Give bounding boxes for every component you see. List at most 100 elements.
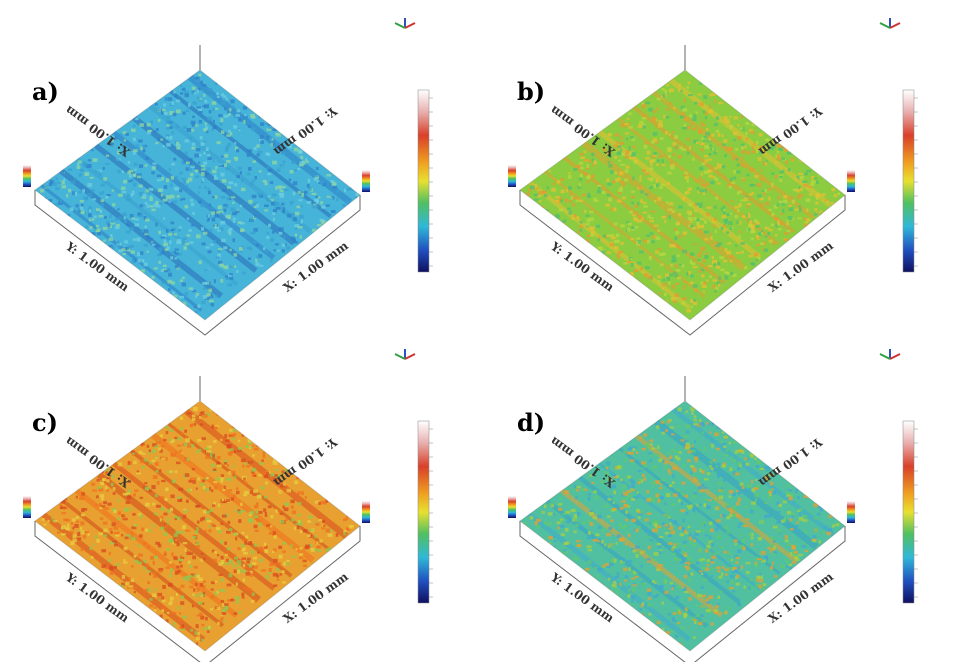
surface-speckle	[651, 155, 656, 159]
surface-speckle	[573, 519, 578, 522]
surface-speckle	[173, 90, 176, 94]
surface-speckle	[234, 183, 238, 187]
surface-speckle	[84, 531, 90, 534]
surface-speckle	[150, 237, 154, 242]
surface-speckle	[688, 93, 693, 97]
surface-speckle	[248, 199, 253, 204]
surface-speckle	[273, 534, 277, 539]
surface-speckle	[578, 152, 584, 156]
surface-speckle	[728, 513, 733, 517]
surface-speckle	[693, 423, 698, 426]
surface-speckle	[268, 531, 273, 535]
surface-stripe	[112, 461, 276, 591]
surface-speckle	[704, 238, 709, 241]
surface-speckle	[693, 539, 697, 543]
surface-speckle	[757, 536, 763, 541]
surface-speckle	[698, 549, 702, 552]
surface-speckle	[659, 186, 663, 189]
surface-speckle	[656, 543, 661, 547]
surface-speckle	[798, 553, 803, 557]
surface-speckle	[238, 129, 241, 132]
surface-panel: d)Y: 1.00 mm X: 1.00 mmX: 1.00 mm Y: 1.00 …	[508, 349, 918, 662]
surface-speckle	[713, 505, 717, 509]
surface-speckle	[216, 606, 221, 611]
surface-speckle	[533, 193, 539, 197]
surface-speckle	[282, 185, 286, 189]
surface-speckle	[601, 528, 606, 533]
surface-speckle	[802, 519, 808, 522]
surface-speckle	[117, 511, 121, 515]
surface-speckle	[229, 265, 235, 269]
surface-speckle	[770, 550, 773, 553]
surface-speckle	[166, 548, 170, 551]
surface-speckle	[252, 444, 255, 448]
surface-speckle	[548, 542, 552, 545]
surface-speckle	[100, 481, 105, 486]
surface-speckle	[256, 519, 261, 523]
surface-speckle	[168, 168, 172, 172]
surface-speckle	[715, 244, 720, 248]
surface-speckle	[645, 157, 650, 160]
surface-speckle	[229, 448, 234, 451]
surface-speckle	[221, 101, 226, 105]
surface-speckle	[196, 587, 200, 592]
surface-speckle	[212, 468, 217, 471]
surface-speckle	[739, 565, 744, 569]
surface-speckle	[620, 136, 623, 140]
surface-speckle	[741, 215, 747, 218]
surface-speckle	[177, 436, 181, 441]
surface-speckle	[55, 187, 60, 191]
surface-speckle	[169, 136, 173, 140]
surface-speckle	[767, 231, 771, 236]
surface-speckle	[211, 101, 217, 105]
surface-speckle	[204, 99, 208, 104]
surface-speckle	[189, 552, 194, 555]
surface-speckle	[112, 135, 115, 139]
surface-speckle	[662, 94, 666, 98]
surface-speckle	[797, 217, 802, 220]
surface-speckle	[258, 546, 264, 550]
surface-speckle	[201, 638, 204, 642]
surface-speckle	[685, 430, 690, 434]
surface-speckle	[138, 450, 143, 455]
surface-panel: b)Y: 1.00 mm X: 1.00 mmX: 1.00 mm Y: 1.00 …	[508, 18, 918, 336]
surface-speckle	[192, 306, 198, 309]
surface-speckle	[751, 488, 756, 493]
surface-speckle	[665, 130, 669, 135]
base-frame	[34, 521, 361, 662]
surface-speckle	[216, 455, 221, 460]
surface-speckle	[639, 177, 642, 182]
surface-speckle	[155, 541, 160, 545]
surface-speckle	[127, 461, 131, 465]
surface-speckle	[770, 548, 776, 551]
surface-speckle	[236, 270, 239, 274]
surface-speckle	[289, 140, 294, 145]
surface-speckle	[295, 211, 300, 216]
surface-speckle	[663, 578, 667, 583]
surface-speckle	[628, 451, 634, 455]
surface-speckle	[272, 128, 278, 132]
surface-speckle	[209, 292, 213, 296]
surface-speckle	[202, 485, 206, 490]
surface-speckle	[628, 567, 631, 571]
surface-speckle	[281, 470, 285, 474]
surface-speckle	[290, 518, 295, 522]
surface-speckle	[590, 174, 595, 178]
surface-speckle	[614, 133, 620, 137]
surface-speckle	[188, 287, 193, 290]
surface-speckle	[156, 440, 161, 444]
surface-speckle	[541, 190, 544, 194]
surface-speckle	[173, 250, 177, 254]
surface-speckle	[227, 216, 231, 220]
surface-speckle	[106, 479, 110, 483]
surface-speckle	[132, 512, 136, 516]
surface-speckle	[624, 123, 629, 126]
surface-speckle	[718, 101, 723, 105]
surface-speckle	[721, 442, 726, 446]
surface-speckle	[628, 112, 632, 116]
surface-speckle	[211, 217, 216, 222]
surface-speckle	[784, 539, 789, 543]
surface-speckle	[238, 519, 242, 523]
surface-speckle	[95, 503, 98, 506]
surface-speckle	[717, 165, 722, 169]
